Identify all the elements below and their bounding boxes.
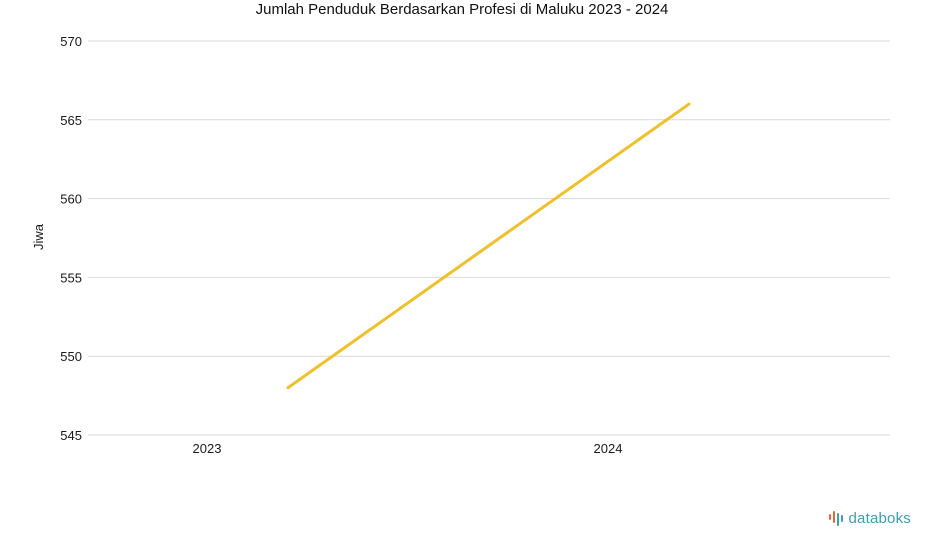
y-tick-label: 555: [60, 270, 82, 285]
databoks-mark-icon: [828, 511, 843, 526]
series-lines: [286, 102, 691, 390]
y-tick-label: 545: [60, 428, 82, 443]
gridlines: [88, 40, 890, 436]
y-tick-labels: 545 550 555 560 565 570: [60, 34, 82, 443]
databoks-logo-text: databoks: [848, 509, 911, 527]
y-tick-label: 565: [60, 113, 82, 128]
databoks-logo: databoks: [828, 509, 911, 527]
series-line: [286, 102, 691, 390]
x-tick-label: 2024: [594, 441, 623, 456]
chart-title: Jumlah Penduduk Berdasarkan Profesi di M…: [256, 1, 669, 18]
x-tick-labels: 2023 2024: [193, 441, 623, 456]
y-tick-label: 550: [60, 349, 82, 364]
x-tick-label: 2023: [193, 441, 222, 456]
y-tick-label: 560: [60, 192, 82, 207]
y-tick-label: 570: [60, 34, 82, 49]
y-axis-label: Jiwa: [31, 223, 46, 250]
